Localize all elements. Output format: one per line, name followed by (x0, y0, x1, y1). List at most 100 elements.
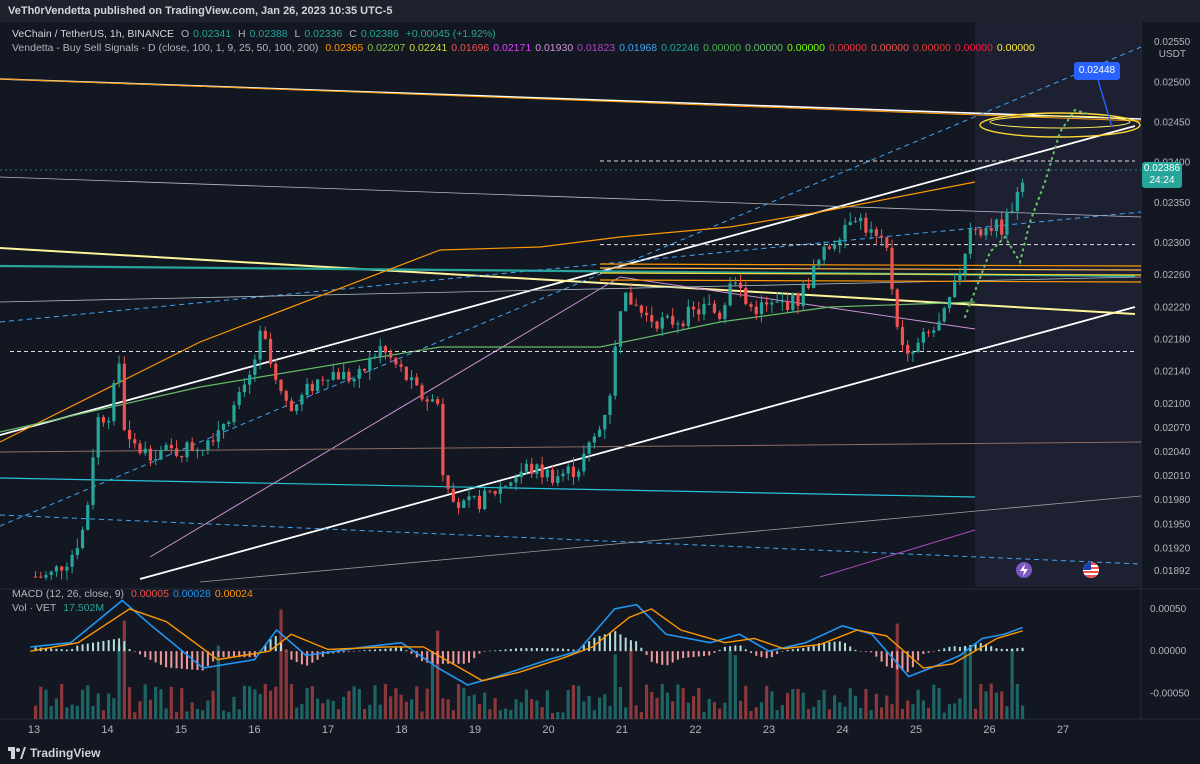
macd-hist-bar-125 (687, 651, 690, 658)
volume-bar-48 (284, 648, 288, 719)
macd-hist-bar-100 (556, 648, 559, 652)
volume-legend[interactable]: Vol · VET 17.502M (12, 602, 108, 614)
candle-body-39 (237, 392, 241, 406)
macd-hist-bar-99 (551, 648, 554, 652)
indicator-legend[interactable]: Vendetta - Buy Sell Signals - D (close, … (12, 42, 1043, 54)
volume-bar-166 (900, 708, 905, 719)
candle-body-175 (947, 297, 952, 309)
candle-body-131 (718, 312, 722, 319)
tradingview-logo-icon[interactable] (8, 747, 26, 759)
volume-bar-129 (707, 698, 711, 719)
time-tick-12: 25 (910, 724, 922, 736)
volume-bar-1 (39, 686, 43, 719)
lightning-icon[interactable] (1016, 562, 1032, 578)
macd-hist-bar-149 (812, 645, 815, 652)
macd-hist-bar-58 (337, 651, 340, 653)
candle-body-158 (859, 217, 863, 222)
volume-bar-85 (477, 704, 482, 719)
macd-hist-bar-187 (1011, 648, 1014, 652)
macd-hist-bar-154 (838, 641, 841, 652)
macd-hist-bar-20 (138, 651, 141, 655)
volume-bar-26 (169, 686, 173, 719)
volume-bar-107 (592, 710, 596, 719)
candle-body-147 (801, 285, 805, 306)
indicator-value-14: 0.00000 (912, 42, 951, 54)
indicator-value-11: 0.00000 (787, 42, 825, 54)
brand-name[interactable]: TradingView (30, 746, 101, 760)
volume-bar-5 (60, 683, 64, 719)
price-tick-0: 0.02550 (1154, 37, 1191, 48)
volume-bar-162 (879, 707, 884, 719)
candle-body-86 (483, 490, 487, 509)
macd-hist-bar-111 (614, 631, 617, 652)
macd-hist-bar-133 (729, 646, 732, 652)
us-flag-glyph (1083, 562, 1099, 578)
footer[interactable]: TradingView (0, 742, 1200, 764)
volume-bar-47 (279, 609, 283, 719)
volume-bar-158 (859, 707, 863, 719)
time-tick-2: 15 (175, 724, 187, 736)
macd-legend[interactable]: MACD (12, 26, close, 9) 0.00005 0.00028 0.… (12, 588, 261, 600)
candle-body-47 (279, 379, 283, 392)
symbol-name[interactable]: VeChain / TetherUS, 1h, BINANCE (12, 28, 175, 40)
candle-body-161 (874, 229, 878, 236)
volume-bar-13 (101, 710, 106, 719)
volume-bar-35 (216, 645, 220, 719)
macd-hist-bar-79 (447, 651, 450, 664)
macd-value-2: 0.00024 (214, 588, 253, 600)
volume-bar-75 (425, 688, 429, 719)
volume-bar-56 (326, 699, 330, 719)
macd-name[interactable]: MACD (12, 26, close, 9) (12, 588, 125, 600)
candle-body-128 (702, 304, 706, 315)
price-chart[interactable]: 0.025500.025000.024500.024000.023500.023… (0, 22, 1200, 742)
dashed-blue-mid-line (0, 211, 1142, 323)
candle-body-156 (848, 221, 852, 225)
macd-hist-bar-33 (206, 651, 209, 667)
macd-hist-bar-134 (734, 645, 737, 652)
macd-hist-bar-21 (144, 651, 147, 658)
macd-hist-bar-123 (676, 651, 679, 660)
volume-bar-80 (451, 710, 455, 719)
price-tick-14: 0.01980 (1154, 495, 1191, 506)
time-tick-9: 22 (689, 724, 701, 736)
time-tick-14: 27 (1057, 724, 1069, 736)
chart-area[interactable]: 0.025500.025000.024500.024000.023500.023… (0, 22, 1200, 742)
indicator-name[interactable]: Vendetta - Buy Sell Signals - D (close, … (12, 42, 319, 54)
volume-bar-160 (869, 710, 873, 719)
macd-hist-bar-165 (896, 651, 899, 670)
indicator-value-9: 0.00000 (703, 42, 742, 54)
macd-hist-bar-180 (974, 643, 977, 652)
candle-body-52 (305, 383, 309, 396)
macd-hist-bar-8 (76, 645, 79, 652)
target-price-badge[interactable]: 0.02448 (1074, 62, 1120, 80)
macd-hist-bar-107 (593, 637, 596, 652)
symbol-legend[interactable]: VeChain / TetherUS, 1h, BINANCE O 0.02341… (12, 28, 500, 40)
candle-body-170 (921, 331, 925, 343)
indicator-value-7: 0.01968 (619, 42, 658, 54)
us-flag-icon[interactable] (1083, 562, 1099, 578)
macd-hist-bar-173 (938, 649, 941, 652)
volume-bar-30 (190, 702, 194, 719)
volume-bar-125 (686, 702, 690, 719)
macd-hist-bar-83 (468, 651, 471, 663)
price-tick-9: 0.02140 (1154, 367, 1191, 378)
volume-bar-126 (691, 696, 696, 719)
candle-body-178 (963, 253, 967, 274)
volume-name[interactable]: Vol · VET (12, 602, 57, 614)
macd-hist-bar-93 (520, 648, 523, 652)
volume-bar-137 (749, 711, 753, 719)
price-tick-2: 0.02450 (1154, 117, 1191, 128)
candle-body-174 (942, 308, 946, 322)
candle-body-165 (895, 289, 899, 327)
macd-hist-bar-145 (791, 649, 794, 652)
macd-hist-bar-53 (311, 651, 314, 663)
macd-hist-bar-16 (118, 638, 121, 652)
volume-bar-187 (1010, 649, 1014, 719)
candle-body-189 (1020, 182, 1025, 192)
macd-hist-bar-138 (755, 651, 758, 656)
candle-body-145 (791, 293, 795, 311)
macd-hist-bar-29 (185, 651, 188, 670)
candle-body-103 (571, 466, 576, 478)
volume-bar-115 (634, 705, 638, 719)
macd-hist-bar-148 (807, 646, 810, 652)
